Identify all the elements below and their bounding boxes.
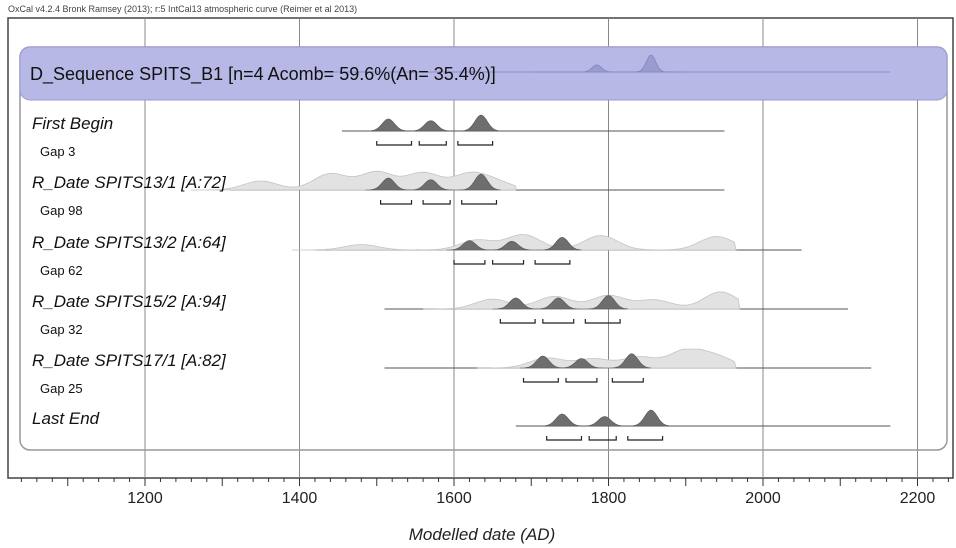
x-axis: 1200 1400 1600 1800 2000 2200	[20, 478, 949, 507]
row-2: R_Date SPITS13/1 [A:72] Gap 98	[32, 170, 725, 218]
hpd-range-bracket	[588, 436, 617, 441]
hpd-range-bracket	[380, 200, 413, 205]
row-label: First Begin	[32, 114, 113, 133]
sequence-distribution	[314, 54, 891, 73]
hpd-range-bracket	[546, 436, 583, 441]
x-tick-label: 1600	[436, 490, 472, 507]
hpd-range-bracket	[522, 378, 559, 383]
gap-label: Gap 3	[40, 144, 75, 159]
hpd-range-bracket	[565, 378, 598, 383]
gap-label: Gap 62	[40, 263, 83, 278]
row-label: R_Date SPITS15/2 [A:94]	[32, 292, 227, 311]
x-tick-label: 1400	[282, 490, 318, 507]
chart-rows: First Begin Gap 3 R_Date SPITS13/1 [A:72] G…	[32, 114, 891, 441]
posterior-distribution	[446, 236, 582, 251]
row-3: R_Date SPITS13/2 [A:64] Gap 62	[32, 233, 802, 278]
sequence-header	[19, 46, 948, 101]
hpd-range-bracket	[542, 319, 575, 324]
row-label: R_Date SPITS13/1 [A:72]	[32, 173, 227, 192]
gap-label: Gap 32	[40, 322, 83, 337]
posterior-distribution	[492, 295, 628, 310]
gap-label: Gap 98	[40, 203, 83, 218]
hpd-range-bracket	[422, 200, 451, 205]
row-label: R_Date SPITS13/2 [A:64]	[32, 233, 227, 252]
chart-caption: OxCal v4.2.4 Bronk Ramsey (2013); r:5 In…	[8, 4, 358, 14]
posterior-distribution	[365, 173, 501, 191]
posterior-distribution	[365, 114, 501, 132]
row-1: First Begin Gap 3	[32, 114, 725, 159]
row-label: R_Date SPITS17/1 [A:82]	[32, 351, 227, 370]
row-6: Last End	[32, 409, 891, 441]
sequence-peaks	[531, 54, 686, 73]
hpd-range-bracket	[457, 141, 494, 146]
row-label: Last End	[32, 409, 100, 428]
hpd-range-bracket	[418, 141, 447, 146]
sequence-label: D_Sequence SPITS_B1 [n=4 Acomb= 59.6%(An…	[30, 64, 496, 85]
x-axis-title: Modelled date (AD)	[409, 525, 555, 544]
hpd-range-bracket	[499, 319, 536, 324]
posterior-distribution	[519, 353, 652, 369]
hpd-range-bracket	[492, 260, 525, 265]
hpd-range-bracket	[611, 378, 644, 383]
hpd-range-bracket	[534, 260, 571, 265]
hpd-range-bracket	[376, 141, 413, 146]
prior-distribution	[191, 170, 517, 191]
x-tick-label: 1800	[591, 490, 627, 507]
x-tick-label: 1200	[127, 490, 163, 507]
prior-distribution	[477, 348, 737, 369]
hpd-range-bracket	[627, 436, 664, 441]
prior-distribution	[423, 291, 741, 310]
gap-label: Gap 25	[40, 381, 83, 396]
x-tick-label: 2200	[900, 490, 936, 507]
plot-frame	[7, 17, 954, 479]
hpd-range-bracket	[584, 319, 621, 324]
hpd-range-bracket	[461, 200, 498, 205]
row-4: R_Date SPITS15/2 [A:94] Gap 32	[32, 291, 848, 337]
x-tick-label: 2000	[745, 490, 781, 507]
hpd-range-bracket	[453, 260, 486, 265]
posterior-distribution	[539, 409, 671, 427]
row-5: R_Date SPITS17/1 [A:82] Gap 25	[32, 348, 872, 396]
